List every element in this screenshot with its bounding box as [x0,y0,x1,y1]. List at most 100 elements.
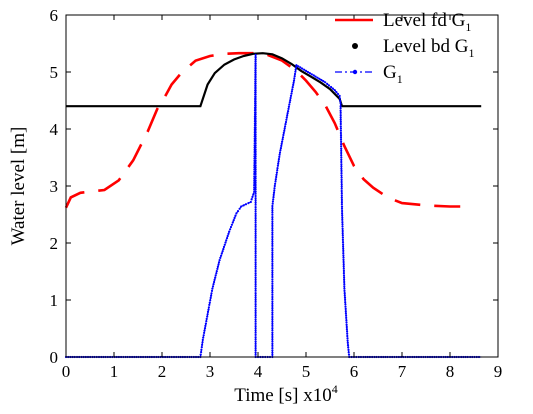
series-point-2 [254,155,257,158]
series-point-2 [254,327,257,330]
series-point-2 [271,231,274,234]
series-point-2 [201,338,204,341]
y-tick-label: 6 [50,6,59,25]
series-point-2 [271,207,274,210]
series-point-2 [295,64,298,67]
legend-label-name: G [383,62,397,83]
series-point-2 [340,169,343,172]
series-point-2 [254,254,257,257]
series-point-2 [340,183,343,186]
series-point-2 [342,267,345,270]
series-point-2 [347,348,350,351]
series-point-2 [254,247,257,250]
series-point-2 [344,305,347,308]
legend-label-subscript: 1 [397,72,403,86]
series-point-2 [281,140,284,143]
series-point-2 [214,276,217,279]
series-point-2 [254,272,257,275]
series-point-2 [234,214,237,217]
series-point-2 [345,325,348,329]
series-point-2 [254,102,257,105]
series-point-2 [242,204,245,207]
series-point-2 [271,269,274,272]
series-point-2 [346,332,349,335]
series-point-2 [254,139,257,142]
series-point-2 [254,298,257,301]
series-point-2 [310,73,313,76]
series-point-2 [271,213,274,216]
series-point-2 [254,89,257,92]
series-point-2 [208,303,211,306]
series-point-2 [235,212,238,215]
series-point-2 [346,339,349,342]
series-point-2 [254,329,257,332]
series-point-2 [254,93,257,96]
series-point-2 [219,256,222,259]
series-point-2 [289,94,293,97]
series-point-2 [340,176,343,179]
series-point-2 [271,331,274,334]
series-point-2 [254,210,257,213]
series-point-2 [281,136,285,139]
series-point-2 [280,144,283,147]
series-point-2 [205,317,208,320]
series-point-2 [344,307,347,310]
series-point-2 [271,227,274,230]
series-point-2 [244,203,248,206]
legend-swatch-marker-2 [352,69,358,75]
series-point-2 [291,86,294,89]
series-point-2 [254,106,257,109]
series-point-2 [282,133,285,137]
series-point-2 [254,316,257,319]
series-point-2 [254,179,257,182]
x-tick-label: 4 [254,362,263,381]
series-point-2 [254,234,257,237]
series-point-2 [254,58,257,61]
series-point-2 [254,307,257,310]
series-point-2 [278,153,281,156]
series-point-2 [210,289,214,292]
series-point-2 [343,285,346,288]
series-point-2 [254,190,257,193]
series-point-2 [236,210,240,213]
series-point-2 [342,258,345,261]
series-point-2 [343,296,347,299]
series-point-2 [339,136,343,139]
series-point-2 [293,75,296,78]
series-point-2 [281,138,284,141]
series-point-2 [286,112,289,115]
series-point-2 [271,220,274,223]
series-point-2 [254,97,257,101]
series-point-2 [254,340,257,343]
series-point-2 [254,137,257,140]
series-point-2 [294,70,297,73]
series-point-2 [301,67,304,70]
y-tick-label: 0 [50,348,59,367]
series-point-2 [288,101,291,104]
series-point-2 [271,211,274,214]
series-point-2 [292,81,295,84]
series-point-2 [275,171,278,174]
series-point-2 [200,351,203,354]
series-point-2 [340,196,343,199]
series-point-2 [254,274,257,277]
series-point-2 [288,103,291,106]
series-point-2 [254,289,257,292]
series-point-2 [345,319,348,322]
series-point-2 [346,334,349,338]
series-point-2 [271,224,274,227]
series-point-2 [343,294,346,297]
series-point-2 [250,198,253,201]
series-point-2 [206,310,210,313]
series-point-2 [342,265,345,268]
series-point-2 [276,167,279,170]
series-point-2 [322,80,325,83]
series-point-2 [341,229,344,233]
series-point-2 [247,202,250,205]
series-point-2 [271,253,274,256]
series-point-2 [254,148,257,151]
series-point-2 [204,324,207,327]
series-point-2 [251,195,254,198]
series-point-2 [254,172,257,176]
